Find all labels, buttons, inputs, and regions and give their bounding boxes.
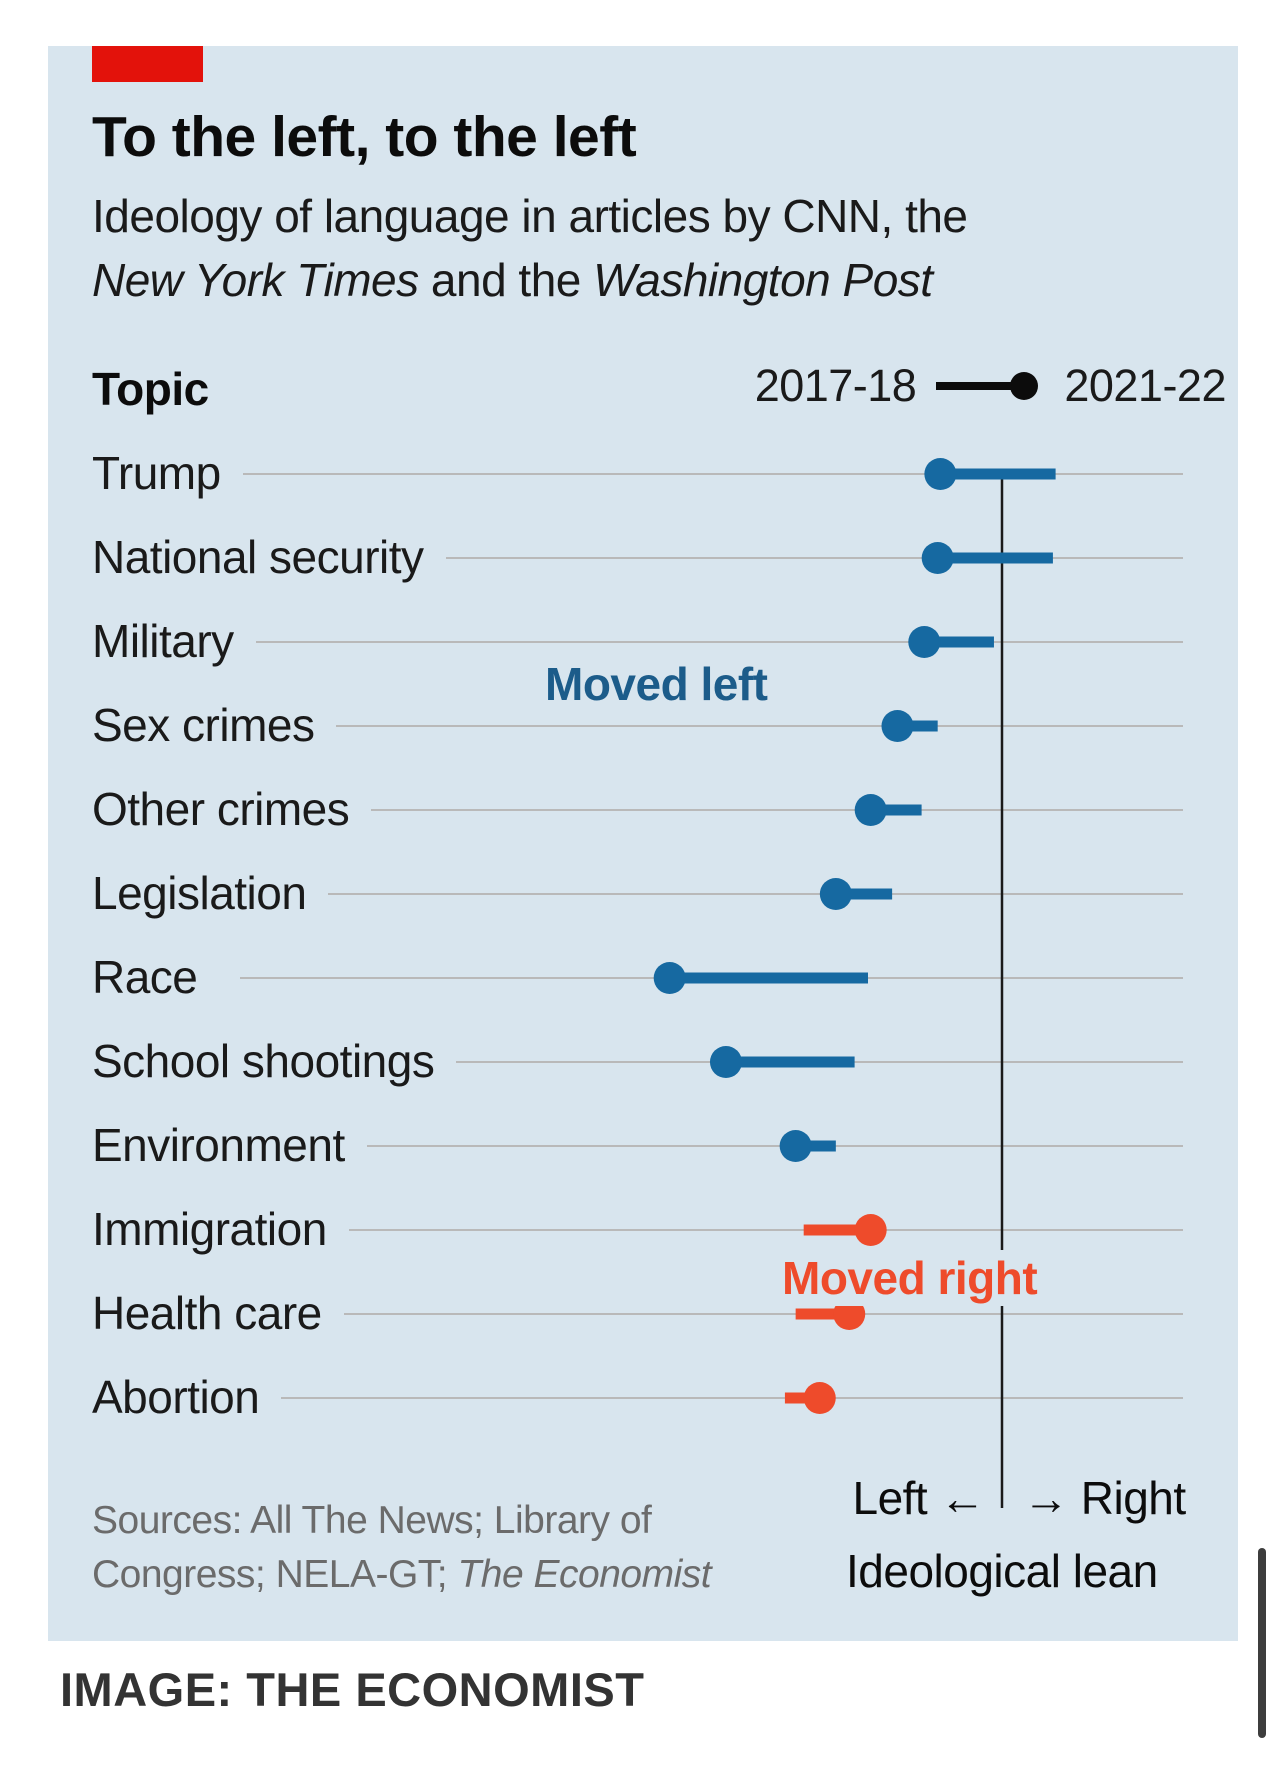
topic-label: Race [92,949,220,1005]
topic-column-header: Topic [92,363,209,415]
topic-label: Abortion [92,1369,282,1425]
axis-left-label: Left ← [852,1472,985,1524]
sources-line-2: Congress; NELA-GT; [92,1553,458,1596]
topic-label: Trump [92,445,243,501]
legend-start-label: 2017-18 [754,360,917,411]
chart-subtitle: Ideology of language in articles by CNN,… [92,184,968,312]
subtitle-text-1: Ideology of language in articles by CNN,… [92,190,968,242]
dumbbell-end-dot [819,878,852,910]
dumbbell-end-dot [924,458,957,490]
topic-label: National security [92,529,446,585]
topic-label: Legislation [92,865,329,921]
topic-label: Environment [92,1117,367,1173]
scrollbar-thumb[interactable] [1258,1548,1266,1738]
sources-line-1: Sources: All The News; Library of [92,1499,652,1542]
topic-label: Immigration [92,1201,349,1257]
axis-title: Ideological lean [846,1545,1158,1597]
axis-right-label: → Right [1023,1472,1186,1524]
chart-title: To the left, to the left [92,105,637,169]
subtitle-italic-nyt: New York Times [92,254,419,306]
legend-end-label: 2021-22 [1064,360,1226,411]
legend-dumbbell-icon [936,372,1039,400]
economist-red-tag [92,46,203,82]
annotation-moved-left: Moved left [545,658,768,710]
dumbbell-end-dot [803,1382,836,1414]
dumbbell-end-dot [921,542,954,574]
dumbbell-end-dot [709,1046,742,1078]
annotation-moved-right: Moved right [778,1250,1042,1306]
image-credit: IMAGE: THE ECONOMIST [60,1663,645,1716]
sources-note: Sources: All The News; Library of Congre… [92,1494,712,1602]
topic-label: Health care [92,1285,344,1341]
dumbbell-end-dot [908,626,941,658]
chart-legend: 2017-18 2021-22 [754,360,1227,412]
topic-label: Military [92,613,256,669]
topic-label: Other crimes [92,781,372,837]
dumbbell-end-dot [653,962,686,994]
dumbbell-end-dot [854,1214,887,1246]
legend-dot-icon [1010,372,1039,400]
dumbbell-end-dot [833,1298,866,1330]
topic-label: Sex crimes [92,697,337,753]
subtitle-text-2: and the [418,254,594,306]
topic-label: School shootings [92,1033,457,1089]
dumbbell-end-dot [881,710,914,742]
dumbbell-end-dot [779,1130,812,1162]
dumbbell-end-dot [854,794,887,826]
subtitle-italic-wapo: Washington Post [593,254,933,306]
sources-italic: The Economist [457,1553,712,1596]
